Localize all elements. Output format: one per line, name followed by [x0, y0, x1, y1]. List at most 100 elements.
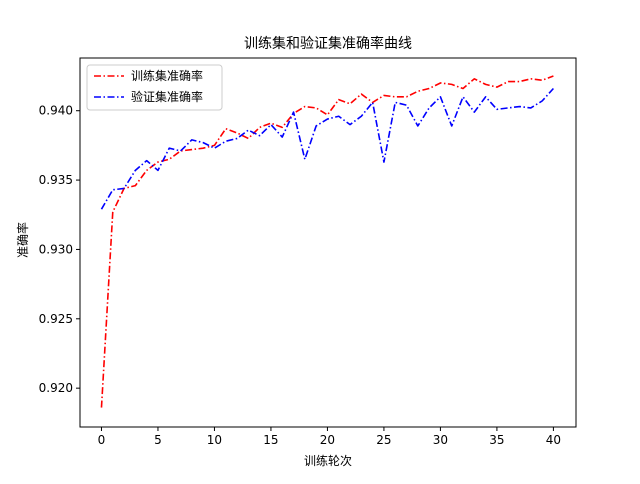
data-point — [112, 189, 114, 191]
data-point — [135, 170, 137, 172]
data-point — [225, 128, 227, 130]
legend-box — [86, 64, 223, 111]
series-line-0 — [100, 75, 554, 408]
data-point — [485, 96, 487, 98]
y-tick-label: 0.925 — [39, 312, 73, 326]
axis-ticks: 0 5 10 15 20 25 30 35 40 0.920 0.925 0.930 0.935 0.94… — [39, 104, 561, 447]
data-point — [180, 150, 182, 152]
data-point — [101, 407, 103, 409]
data-point — [361, 93, 363, 95]
data-point — [451, 125, 453, 127]
data-point — [327, 114, 329, 116]
y-tick-label: 0.930 — [39, 242, 73, 256]
y-axis-label: 准确率 — [15, 222, 30, 258]
x-tick-label: 25 — [376, 433, 391, 447]
data-point — [270, 122, 272, 124]
y-tick-label: 0.935 — [39, 173, 73, 187]
data-point — [281, 136, 283, 138]
data-point — [496, 86, 498, 88]
data-point — [383, 95, 385, 97]
data-point — [451, 84, 453, 86]
data-point — [214, 147, 216, 149]
data-point — [349, 124, 351, 126]
legend-label-val: 验证集准确率 — [131, 89, 203, 104]
data-point — [281, 127, 283, 129]
x-tick-label: 0 — [98, 433, 106, 447]
data-point — [315, 125, 317, 127]
x-tick-label: 40 — [546, 433, 561, 447]
data-point — [191, 139, 193, 141]
x-tick-label: 30 — [433, 433, 448, 447]
chart-title: 训练集和验证集准确率曲线 — [244, 35, 412, 52]
data-point — [383, 161, 385, 163]
data-point — [462, 96, 464, 98]
data-point — [146, 160, 148, 162]
data-point — [541, 79, 543, 81]
data-point — [202, 142, 204, 144]
data-point — [236, 138, 238, 140]
data-point — [361, 115, 363, 117]
data-point — [168, 147, 170, 149]
series-line-1 — [100, 87, 554, 210]
legend-label-train: 训练集准确率 — [131, 68, 203, 83]
data-point — [541, 100, 543, 102]
data-point — [406, 96, 408, 98]
data-point — [485, 84, 487, 86]
data-point — [462, 88, 464, 90]
x-tick-label: 20 — [320, 433, 335, 447]
data-point — [530, 78, 532, 80]
data-point — [168, 158, 170, 160]
data-point — [327, 118, 329, 120]
data-point — [293, 111, 295, 113]
data-point — [530, 107, 532, 109]
data-point — [157, 161, 159, 163]
data-point — [394, 102, 396, 104]
data-point — [474, 78, 476, 80]
series-lines — [100, 75, 554, 409]
data-point — [248, 129, 250, 131]
data-point — [304, 158, 306, 160]
data-point — [428, 88, 430, 90]
data-point — [112, 211, 114, 213]
chart-legend: 训练集准确率 验证集准确率 — [86, 64, 223, 111]
data-point — [304, 106, 306, 108]
data-point — [406, 104, 408, 106]
data-point — [338, 99, 340, 101]
data-point — [417, 90, 419, 92]
data-point — [202, 147, 204, 149]
x-tick-label: 15 — [263, 433, 278, 447]
data-point — [440, 96, 442, 98]
x-axis-label: 训练轮次 — [304, 453, 352, 468]
data-point — [428, 107, 430, 109]
data-point — [225, 140, 227, 142]
data-point — [338, 115, 340, 117]
data-point — [315, 107, 317, 109]
data-point — [248, 138, 250, 140]
data-point — [496, 109, 498, 111]
data-point — [519, 81, 521, 83]
data-point — [191, 149, 193, 151]
data-point — [214, 145, 216, 147]
x-tick-label: 35 — [489, 433, 504, 447]
data-point — [394, 96, 396, 98]
data-point — [259, 135, 261, 137]
data-point — [270, 124, 272, 126]
data-point — [146, 170, 148, 172]
data-point — [519, 106, 521, 108]
data-point — [474, 111, 476, 113]
data-point — [123, 188, 125, 190]
data-point — [417, 125, 419, 127]
data-point — [349, 103, 351, 105]
y-tick-label: 0.920 — [39, 381, 73, 395]
data-point — [157, 170, 159, 172]
data-point — [507, 81, 509, 83]
data-point — [101, 208, 103, 210]
data-point — [440, 82, 442, 84]
data-point — [259, 127, 261, 129]
data-point — [135, 185, 137, 187]
x-tick-label: 10 — [207, 433, 222, 447]
data-point — [372, 102, 374, 104]
y-tick-label: 0.940 — [39, 104, 73, 118]
